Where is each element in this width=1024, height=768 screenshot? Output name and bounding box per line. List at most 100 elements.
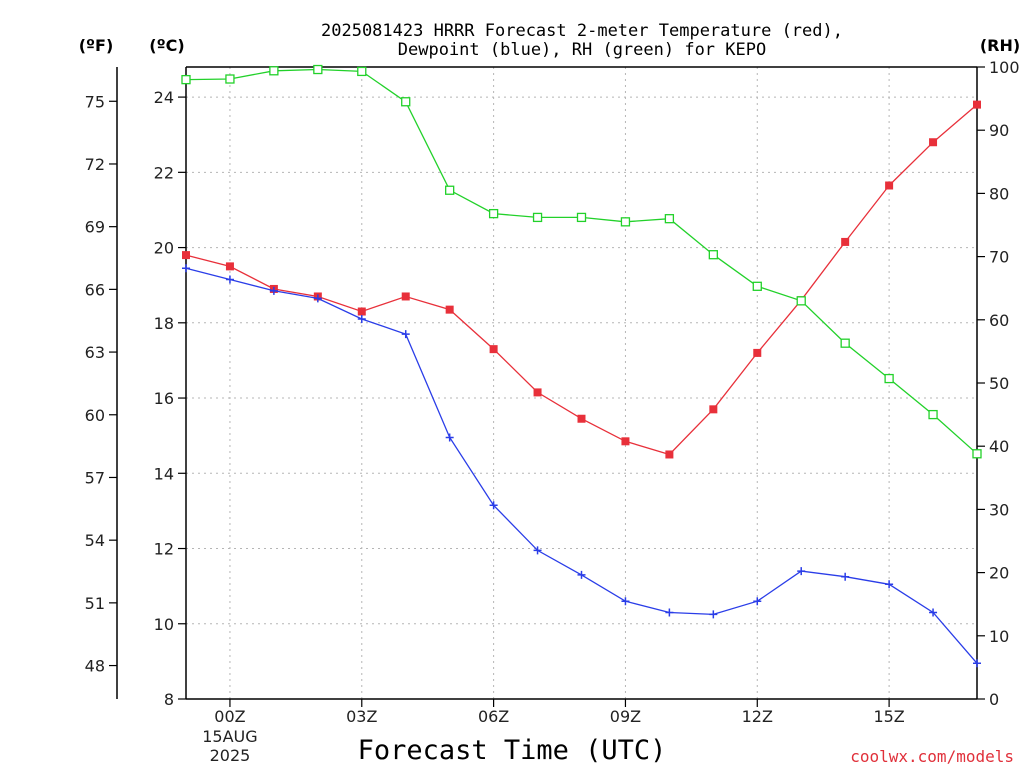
x-tick-label: 09Z	[610, 707, 641, 726]
rh-point	[445, 185, 455, 195]
rh-point	[664, 214, 675, 224]
rh-point	[620, 217, 631, 227]
x-tick-label: 06Z	[478, 707, 509, 726]
chart-title-line-2: Dewpoint (blue), RH (green) for KEPO	[398, 40, 766, 60]
rh-point	[752, 281, 762, 291]
rh-point	[708, 250, 718, 260]
temperature-point	[709, 405, 718, 414]
rh-point	[225, 74, 235, 84]
rh-series	[181, 64, 982, 459]
rh-point	[928, 409, 938, 420]
celsius-tick-label: 24	[154, 88, 174, 107]
dewpoint-point	[753, 597, 762, 606]
temperature-point	[489, 345, 498, 354]
celsius-axis-unit: (ºC)	[149, 36, 184, 55]
x-tick-label: 12Z	[742, 707, 773, 726]
temperature-point	[577, 414, 586, 423]
rh-point	[796, 296, 806, 306]
dewpoint-point	[182, 264, 190, 273]
temperature-point	[753, 348, 762, 357]
dewpoint-point	[665, 608, 674, 617]
dewpoint-point	[269, 286, 278, 295]
dewpoint-point	[313, 294, 322, 303]
x-tick-label: 00Z	[214, 707, 245, 726]
dewpoint-point	[797, 567, 806, 576]
temperature-line	[185, 104, 978, 456]
celsius-tick-label: 8	[164, 690, 174, 709]
temperature-point	[973, 100, 981, 109]
x-axis-label: Forecast Time (UTC)	[358, 735, 667, 766]
fahrenheit-tick-label: 69	[85, 218, 105, 237]
celsius-tick-label: 12	[154, 540, 174, 559]
temperature-point	[621, 437, 630, 446]
dewpoint-point	[577, 570, 586, 579]
axes	[109, 66, 985, 707]
rh-point	[532, 212, 543, 223]
rh-tick-label: 100	[989, 58, 1020, 77]
dewpoint-point	[401, 330, 410, 339]
celsius-tick-label: 14	[154, 464, 174, 483]
dewpoint-point	[709, 610, 718, 619]
fahrenheit-tick-label: 51	[85, 594, 105, 613]
rh-tick-label: 10	[989, 627, 1009, 646]
dewpoint-line	[185, 267, 978, 664]
temperature-series	[182, 100, 981, 459]
x-tick-label: 03Z	[346, 707, 377, 726]
grid-lines	[186, 67, 977, 700]
rh-tick-label: 70	[989, 248, 1009, 267]
fahrenheit-tick-label: 63	[85, 343, 105, 362]
fahrenheit-tick-label: 54	[85, 531, 105, 550]
fahrenheit-tick-label: 57	[85, 468, 105, 487]
tick-labels: 8 10 12 14 16 18 20 22 24 48 51 54 57 60 63 66 69 72 75 0 10…	[85, 58, 1020, 765]
rh-point	[357, 66, 367, 77]
dewpoint-point	[357, 315, 366, 324]
temperature-point	[401, 292, 410, 301]
rh-point	[269, 66, 279, 76]
dewpoint-point	[841, 572, 850, 581]
rh-tick-label: 0	[989, 690, 999, 709]
dewpoint-point	[973, 659, 981, 668]
dewpoint-point	[885, 580, 894, 589]
dewpoint-series	[182, 264, 981, 668]
credit-text: coolwx.com/models	[850, 747, 1014, 766]
dewpoint-point	[445, 433, 454, 442]
dewpoint-point	[225, 275, 234, 284]
temperature-point	[533, 388, 542, 397]
celsius-tick-label: 16	[154, 389, 174, 408]
rh-point	[972, 449, 982, 459]
temperature-point	[929, 138, 938, 147]
rh-point	[401, 97, 411, 107]
dewpoint-point	[533, 546, 542, 555]
temperature-point	[665, 450, 674, 459]
rh-point	[840, 338, 850, 348]
celsius-tick-label: 18	[154, 314, 174, 333]
rh-tick-label: 60	[989, 311, 1009, 330]
rh-point	[884, 373, 894, 384]
rh-axis-unit: (RH)	[980, 36, 1020, 55]
rh-point	[313, 64, 323, 75]
fahrenheit-tick-label: 72	[85, 155, 105, 174]
temperature-point	[225, 262, 234, 271]
rh-point	[488, 208, 499, 219]
dewpoint-point	[621, 597, 630, 606]
celsius-tick-label: 22	[154, 163, 174, 182]
series-layer	[181, 64, 982, 668]
temperature-point	[841, 237, 850, 246]
chart-title-line-1: 2025081423 HRRR Forecast 2-meter Tempera…	[321, 21, 843, 41]
fahrenheit-tick-label: 66	[85, 280, 105, 299]
temperature-point	[357, 307, 366, 316]
rh-point	[181, 74, 191, 85]
fahrenheit-tick-label: 48	[85, 657, 105, 676]
temperature-point	[445, 305, 454, 314]
celsius-tick-label: 10	[154, 615, 174, 634]
fahrenheit-tick-label: 75	[85, 92, 105, 111]
x-tick-date-label: 15AUG	[202, 727, 257, 746]
rh-tick-label: 30	[989, 500, 1009, 519]
temperature-point	[182, 251, 190, 260]
celsius-tick-label: 20	[154, 239, 174, 258]
x-tick-label: 15Z	[873, 707, 904, 726]
rh-tick-label: 40	[989, 437, 1009, 456]
dewpoint-point	[489, 501, 498, 510]
rh-line	[185, 68, 978, 455]
